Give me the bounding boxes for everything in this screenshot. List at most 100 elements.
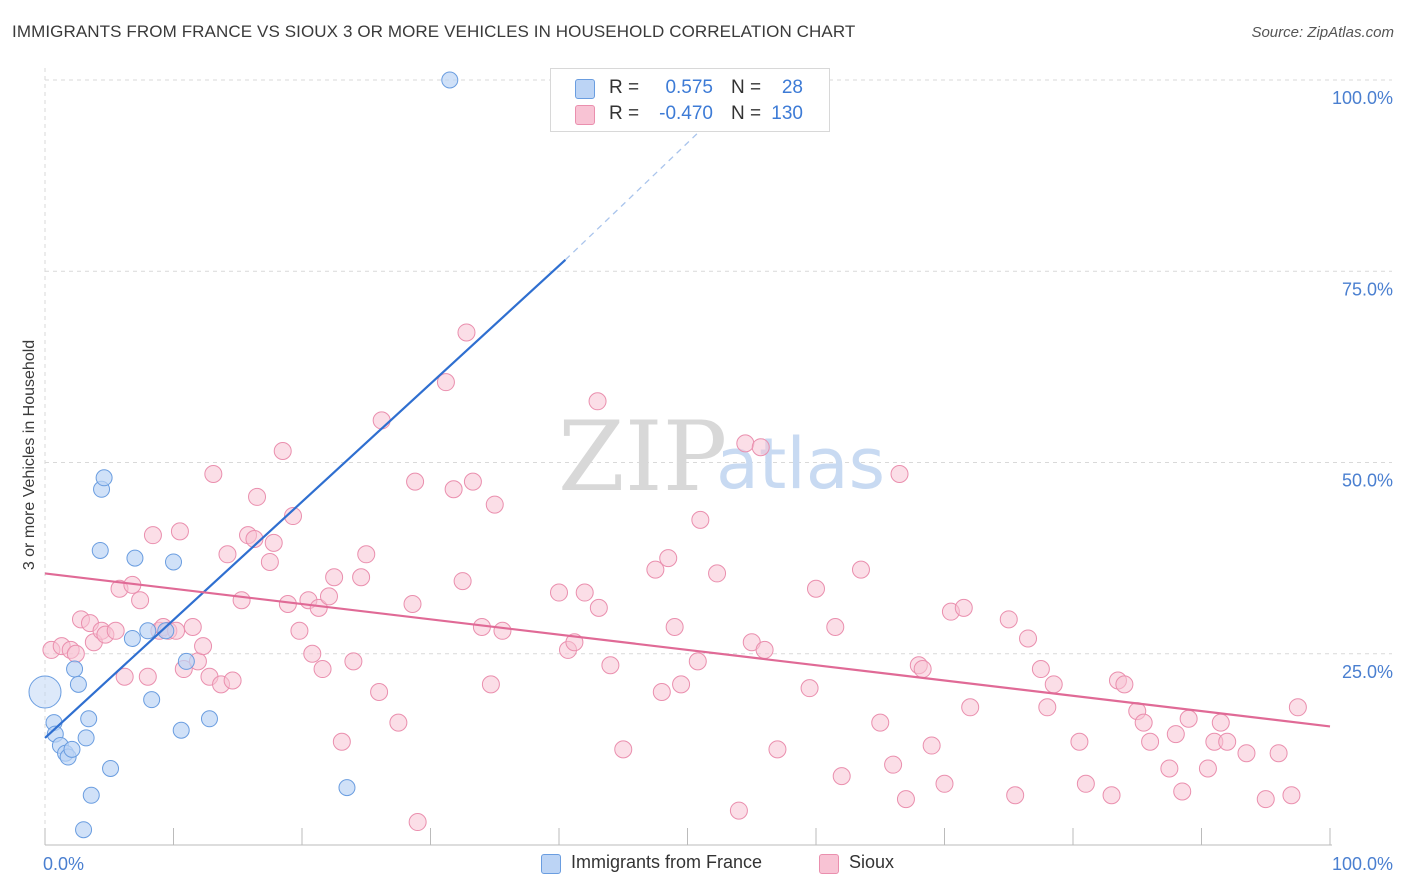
- x-tick-label-max: 100.0%: [1332, 854, 1393, 874]
- sioux-trendline: [44, 572, 1331, 728]
- sioux-point: [659, 549, 678, 568]
- france-point: [63, 740, 81, 758]
- y-tick-label: 100.0%: [1332, 88, 1393, 108]
- sioux-point: [935, 774, 954, 793]
- legend-swatch-france: [541, 854, 561, 874]
- france-point: [82, 786, 100, 804]
- sioux-point: [370, 683, 389, 701]
- sioux-point: [800, 679, 819, 698]
- correlation-legend: R = 0.575 N = 28 R = -0.470 N = 130: [550, 68, 830, 132]
- sioux-point: [550, 583, 568, 602]
- legend-swatch-france: [575, 79, 595, 99]
- legend-swatch-sioux: [819, 854, 839, 874]
- legend-swatch-sioux: [575, 105, 595, 125]
- sioux-point: [436, 373, 455, 392]
- sioux-point: [273, 442, 292, 461]
- france-point: [91, 541, 109, 559]
- sioux-point: [463, 472, 482, 491]
- sioux-point: [319, 587, 338, 606]
- sioux-point: [1141, 732, 1160, 751]
- sioux-point: [457, 323, 476, 342]
- sioux-point: [1006, 786, 1025, 805]
- y-tick-label: 50.0%: [1342, 471, 1393, 491]
- sioux-point: [1160, 759, 1179, 778]
- sioux-point: [1269, 744, 1288, 763]
- sioux-point: [1076, 774, 1095, 793]
- france-point: [139, 622, 157, 640]
- sioux-point: [1031, 660, 1050, 679]
- sioux-point: [232, 591, 251, 610]
- sioux-point: [115, 667, 134, 686]
- sioux-point: [372, 411, 391, 430]
- sioux-point: [1198, 759, 1217, 778]
- sioux-point: [1179, 709, 1198, 728]
- sioux-point: [1166, 725, 1185, 744]
- sioux-point: [999, 610, 1018, 629]
- chart-title: IMMIGRANTS FROM FRANCE VS SIOUX 3 OR MOR…: [12, 22, 856, 41]
- sioux-point: [890, 464, 909, 483]
- sioux-point: [493, 621, 512, 640]
- sioux-point: [204, 464, 223, 483]
- y-tick-label: 75.0%: [1342, 279, 1393, 299]
- france-point: [177, 652, 195, 670]
- sioux-point: [736, 434, 755, 453]
- france-trendline: [44, 258, 567, 739]
- sioux-point: [1218, 732, 1237, 751]
- sioux-point: [408, 813, 427, 832]
- france-point: [172, 721, 190, 739]
- sioux-point: [248, 487, 267, 506]
- sioux-point: [672, 675, 691, 694]
- france-point: [95, 469, 113, 487]
- sioux-point: [691, 510, 710, 529]
- france-point: [28, 675, 62, 709]
- axes: [44, 68, 1332, 846]
- sioux-point: [589, 598, 608, 617]
- sioux-point: [303, 644, 322, 663]
- france-points: [28, 71, 459, 839]
- sioux-point: [751, 438, 770, 457]
- sioux-point: [1211, 713, 1230, 732]
- legend-label-france: Immigrants from France: [571, 852, 763, 872]
- sioux-point: [284, 507, 303, 526]
- legend-row-sioux: R = -0.470 N = 130: [551, 101, 829, 127]
- sioux-point: [170, 522, 189, 541]
- sioux-point: [357, 545, 376, 564]
- france-point: [200, 710, 218, 728]
- watermark-zip: ZIP: [558, 401, 727, 513]
- sioux-points: [42, 323, 1307, 832]
- legend-label-sioux: Sioux: [849, 852, 895, 872]
- sioux-point: [138, 667, 157, 686]
- sioux-point: [183, 617, 202, 636]
- sioux-point: [444, 480, 463, 499]
- france-point: [102, 760, 120, 777]
- sioux-point: [1256, 790, 1275, 809]
- legend-n-value: 130: [771, 103, 803, 124]
- sioux-point: [313, 660, 332, 679]
- sioux-point: [1019, 629, 1038, 648]
- sioux-point: [194, 637, 213, 656]
- sioux-point: [826, 617, 845, 636]
- sioux-point: [688, 652, 707, 671]
- sioux-point: [1134, 713, 1153, 732]
- sioux-point: [290, 621, 309, 640]
- trendlines: [44, 117, 1331, 739]
- sioux-point: [332, 732, 351, 751]
- legend-n-label: N =: [731, 103, 762, 124]
- legend-n-label: N =: [731, 77, 762, 98]
- sioux-point: [1282, 786, 1301, 805]
- sioux-point: [884, 755, 903, 774]
- tick-labels: 25.0% 50.0% 75.0% 100.0% 0.0% 100.0%: [43, 88, 1393, 874]
- sioux-point: [954, 598, 973, 617]
- france-point: [77, 729, 95, 747]
- sioux-point: [755, 640, 774, 659]
- sioux-point: [832, 767, 851, 786]
- sioux-point: [729, 801, 748, 820]
- sioux-point: [325, 568, 344, 587]
- sioux-point: [66, 644, 85, 663]
- sioux-point: [1038, 698, 1057, 717]
- france-point: [441, 71, 459, 89]
- sioux-point: [403, 595, 422, 614]
- sioux-point: [646, 560, 665, 579]
- sioux-point: [652, 683, 671, 701]
